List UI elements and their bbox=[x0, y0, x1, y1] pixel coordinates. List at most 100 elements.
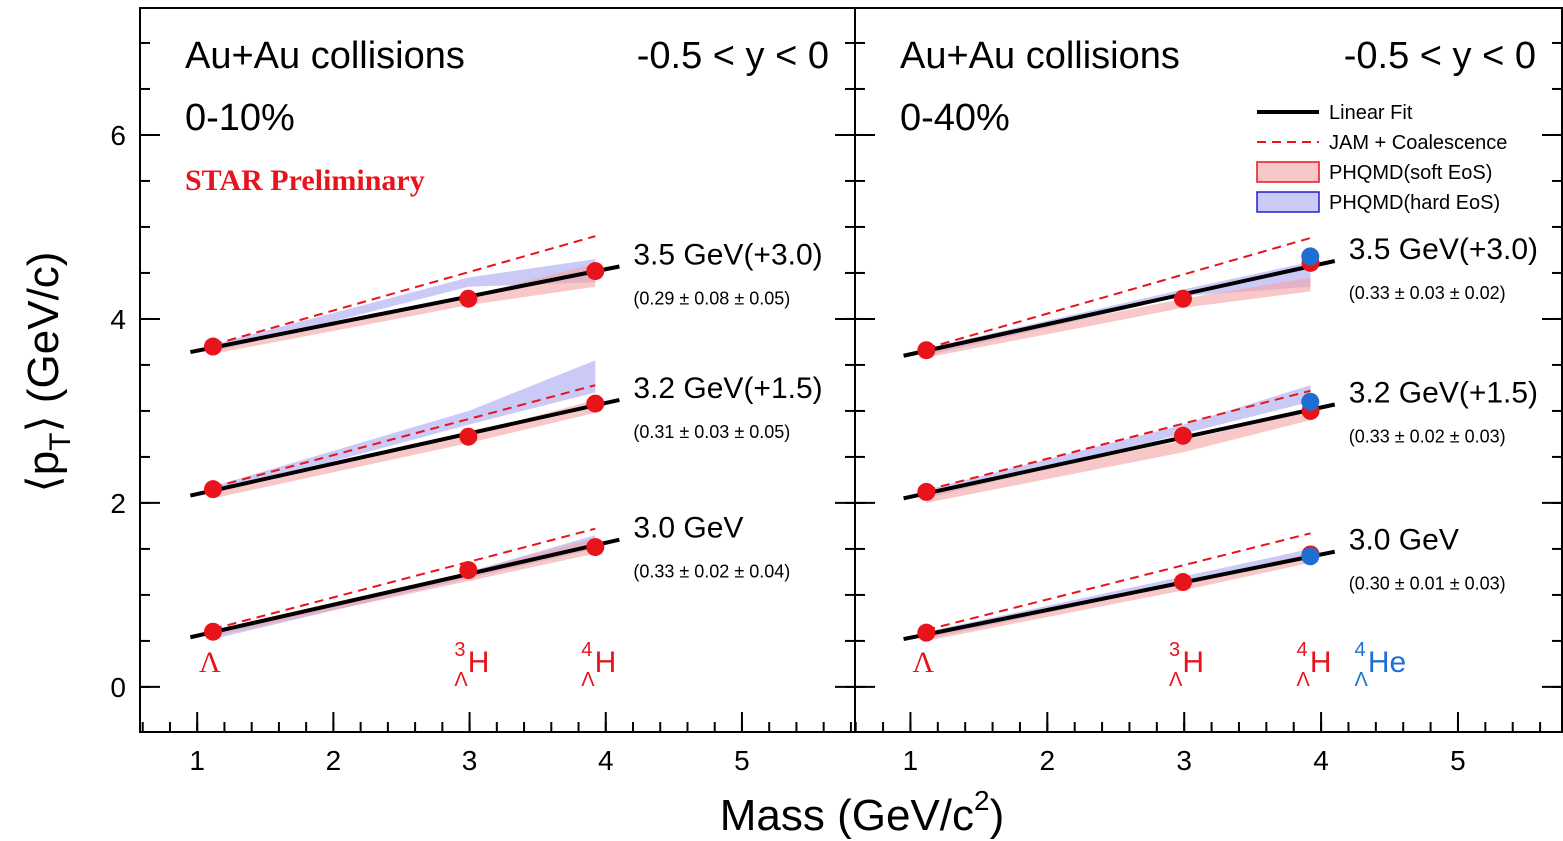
particle-sub: Λ bbox=[454, 669, 468, 691]
title: Au+Au collisions bbox=[900, 35, 1180, 77]
hard-band bbox=[212, 259, 596, 353]
fit-line bbox=[903, 259, 1336, 358]
particle-sup: 3 bbox=[1169, 639, 1180, 661]
particle-sup: 4 bbox=[1355, 639, 1366, 661]
jam-line bbox=[926, 237, 1311, 350]
data-point bbox=[203, 337, 222, 356]
particle-base: H bbox=[1182, 646, 1204, 679]
x-tick-label: 3 bbox=[462, 745, 478, 776]
x-tick-label: 2 bbox=[326, 745, 342, 776]
y-title-sub: T bbox=[44, 433, 77, 451]
particle-label: 4 ΛH bbox=[1297, 639, 1332, 691]
y-tick-label: 0 bbox=[110, 672, 126, 703]
data-point bbox=[459, 561, 478, 580]
data-point bbox=[1173, 426, 1192, 445]
jam-line bbox=[212, 384, 596, 489]
jam-line bbox=[212, 235, 596, 346]
group-label: 3.2 GeV(+1.5) bbox=[633, 372, 822, 405]
slope-label: (0.31 ± 0.03 ± 0.05) bbox=[633, 422, 790, 442]
particle-sub: Λ bbox=[1297, 669, 1311, 691]
y-title-part: ⟩ (GeV/c) bbox=[19, 252, 68, 433]
slope-label: (0.33 ± 0.02 ± 0.04) bbox=[633, 562, 790, 582]
data-point bbox=[203, 622, 222, 641]
fit-line bbox=[189, 264, 620, 355]
y-tick-label: 2 bbox=[110, 488, 126, 519]
data-point bbox=[1173, 289, 1192, 308]
data-point bbox=[1301, 247, 1320, 266]
group-label: 3.0 GeV bbox=[633, 512, 743, 545]
fit-line bbox=[903, 549, 1336, 642]
particle-label: 4 ΛHe bbox=[1355, 639, 1407, 691]
y-tick-label: 6 bbox=[110, 120, 126, 151]
frame bbox=[854, 7, 1563, 733]
legend-label: PHQMD(hard EoS) bbox=[1329, 192, 1500, 214]
particle-sup: 4 bbox=[1297, 639, 1308, 661]
preliminary: STAR Preliminary bbox=[185, 164, 425, 197]
rapidity: -0.5 < y < 0 bbox=[637, 35, 829, 77]
group-label: 3.5 GeV(+3.0) bbox=[1349, 233, 1538, 266]
data-point bbox=[917, 341, 936, 360]
particle-label: 3 ΛH bbox=[454, 639, 489, 691]
particle-sub: Λ bbox=[581, 669, 595, 691]
x-tick-label: 5 bbox=[734, 745, 750, 776]
x-tick-label: 1 bbox=[903, 745, 919, 776]
rapidity: -0.5 < y < 0 bbox=[1344, 35, 1536, 77]
legend-label: Linear Fit bbox=[1329, 102, 1413, 124]
x-title-sup: 2 bbox=[974, 785, 990, 816]
x-title-part: ) bbox=[990, 791, 1005, 840]
particle-base: H bbox=[595, 646, 617, 679]
data-point bbox=[459, 427, 478, 446]
slope-label: (0.33 ± 0.02 ± 0.03) bbox=[1349, 426, 1506, 446]
jam-line bbox=[212, 527, 596, 630]
particle-base: He bbox=[1368, 646, 1406, 679]
particle-sup: 3 bbox=[454, 639, 465, 661]
centrality: 0-10% bbox=[185, 97, 295, 139]
particle-label: Λ bbox=[912, 646, 934, 679]
fit-line bbox=[189, 537, 620, 640]
data-point bbox=[1301, 547, 1320, 566]
data-point bbox=[586, 262, 605, 281]
jam-line bbox=[926, 389, 1311, 492]
data-point bbox=[203, 480, 222, 499]
particle-sub: Λ bbox=[1355, 669, 1369, 691]
legend-label: PHQMD(soft EoS) bbox=[1329, 162, 1492, 184]
x-tick-label: 4 bbox=[598, 745, 614, 776]
legend-swatch bbox=[1256, 191, 1320, 213]
particle-label: Λ bbox=[199, 646, 221, 679]
x-axis-title: Mass (GeV/c2) bbox=[720, 785, 1005, 840]
centrality: 0-40% bbox=[900, 97, 1010, 139]
y-tick-label: 4 bbox=[110, 304, 126, 335]
group-label: 3.0 GeV bbox=[1349, 524, 1459, 557]
particle-base: Λ bbox=[199, 646, 221, 679]
particle-sub: Λ bbox=[1169, 669, 1183, 691]
hard-band bbox=[212, 360, 596, 494]
hard-band bbox=[926, 385, 1311, 499]
x-tick-label: 1 bbox=[189, 745, 205, 776]
slope-label: (0.33 ± 0.03 ± 0.02) bbox=[1349, 283, 1506, 303]
soft-band bbox=[926, 410, 1311, 503]
y-axis-title: ⟨pT⟩ (GeV/c) bbox=[19, 252, 77, 493]
title: Au+Au collisions bbox=[185, 35, 465, 77]
particle-label: 4 ΛH bbox=[581, 639, 616, 691]
particle-base: H bbox=[468, 646, 490, 679]
data-point bbox=[917, 623, 936, 642]
legend-swatch bbox=[1256, 161, 1320, 183]
jam-line bbox=[926, 532, 1311, 631]
data-point bbox=[459, 289, 478, 308]
data-point bbox=[1301, 392, 1320, 411]
legend-label: JAM + Coalescence bbox=[1329, 132, 1507, 154]
fit-line bbox=[903, 402, 1336, 501]
group-label: 3.2 GeV(+1.5) bbox=[1349, 376, 1538, 409]
y-title-part: ⟨p bbox=[19, 451, 68, 493]
particle-base: H bbox=[1310, 646, 1332, 679]
panel: 1 2 3 4 5 Au+Au collisions 0-40% -0.5 < y < 0 3.… bbox=[854, 7, 1563, 776]
data-point bbox=[586, 538, 605, 557]
x-tick-label: 3 bbox=[1176, 745, 1192, 776]
panel: 1 2 3 4 5 0 2 4 6 Au+Au collisions 0-10% -0.5 < y <… bbox=[110, 7, 856, 776]
x-tick-label: 5 bbox=[1450, 745, 1466, 776]
data-point bbox=[917, 482, 936, 501]
slope-label: (0.30 ± 0.01 ± 0.03) bbox=[1349, 574, 1506, 594]
data-point bbox=[586, 394, 605, 413]
x-tick-label: 2 bbox=[1040, 745, 1056, 776]
